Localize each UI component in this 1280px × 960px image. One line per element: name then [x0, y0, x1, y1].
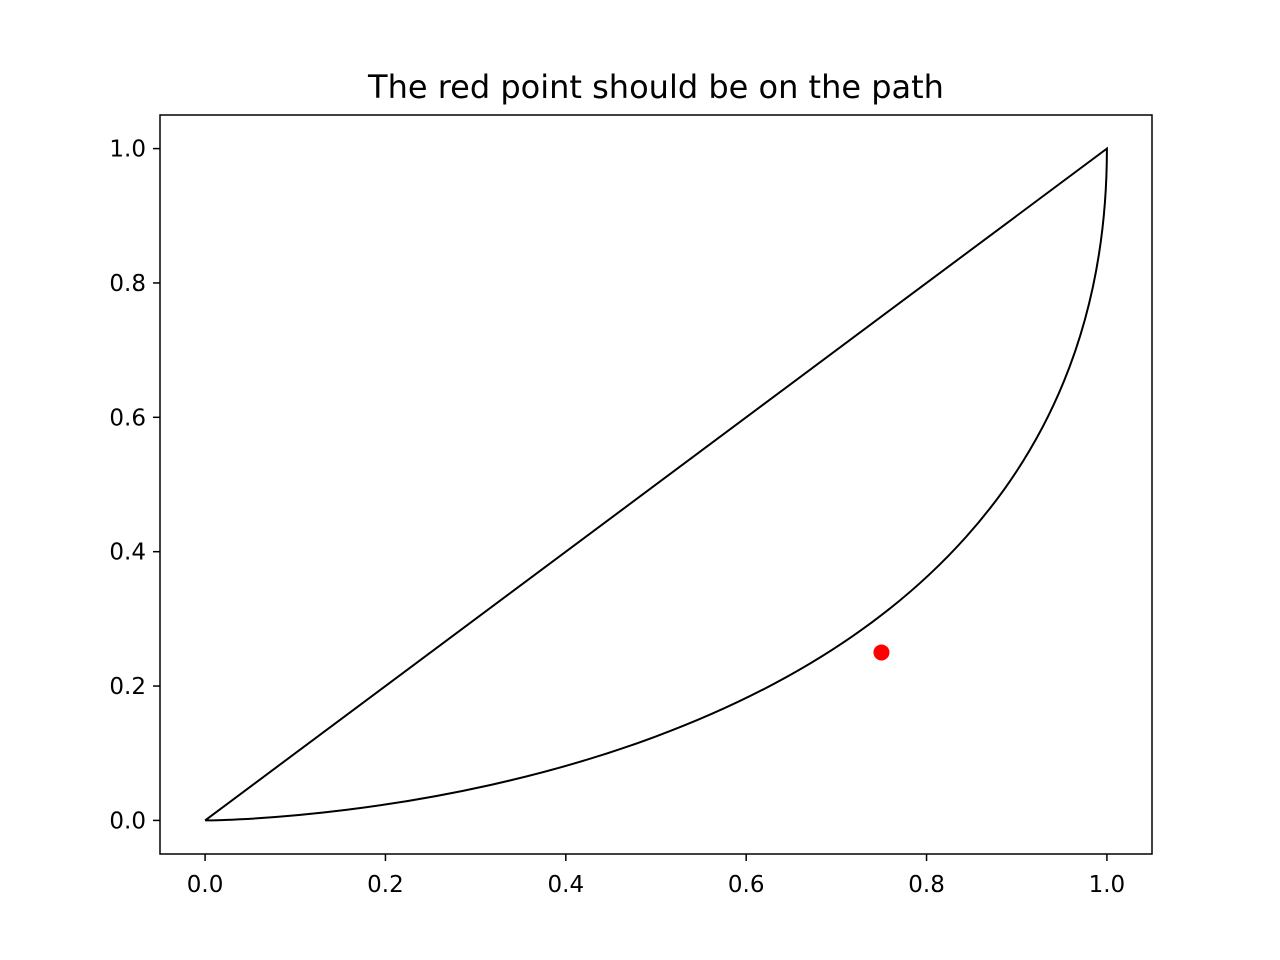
y-tick-label: 0.0 — [109, 808, 146, 834]
red-point — [873, 644, 890, 661]
y-tick-label: 1.0 — [109, 137, 146, 163]
outline-path — [204, 146, 1108, 822]
plot-frame — [159, 114, 1153, 855]
x-tick-label: 0.2 — [367, 872, 404, 898]
x-tick-label: 0.0 — [187, 872, 224, 898]
x-tick-label: 0.8 — [908, 872, 945, 898]
x-tick-label: 0.4 — [548, 872, 585, 898]
x-axis: 0.0 0.2 0.4 0.6 0.8 1.0 — [187, 854, 1125, 898]
points — [873, 644, 890, 661]
x-tick-label: 1.0 — [1089, 872, 1126, 898]
y-tick-label: 0.8 — [109, 271, 146, 297]
y-tick-label: 0.6 — [109, 405, 146, 431]
y-tick-label: 0.4 — [109, 540, 146, 566]
chart-title: The red point should be on the path — [367, 68, 944, 106]
x-tick-label: 0.6 — [728, 872, 765, 898]
y-tick-label: 0.2 — [109, 674, 146, 700]
y-axis: 0.0 0.2 0.4 0.6 0.8 1.0 — [109, 137, 160, 834]
